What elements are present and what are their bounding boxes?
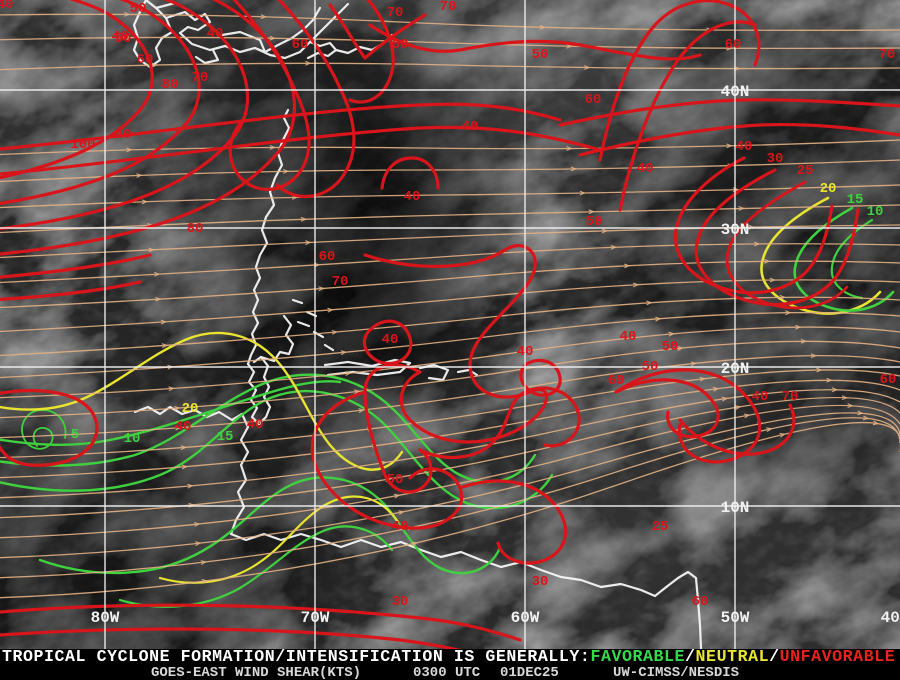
svg-text:10N: 10N bbox=[721, 499, 750, 517]
svg-text:GOES-EAST WIND SHEAR(KTS): GOES-EAST WIND SHEAR(KTS) bbox=[151, 665, 361, 680]
svg-text:40: 40 bbox=[382, 332, 399, 348]
svg-text:20: 20 bbox=[820, 181, 837, 197]
svg-text:30N: 30N bbox=[721, 221, 750, 239]
svg-text:60: 60 bbox=[319, 249, 336, 265]
svg-text:50: 50 bbox=[642, 359, 659, 375]
svg-text:TROPICAL CYCLONE FORMATION/INT: TROPICAL CYCLONE FORMATION/INTENSIFICATI… bbox=[2, 647, 895, 666]
svg-text:50: 50 bbox=[115, 31, 132, 47]
svg-text:50: 50 bbox=[586, 214, 603, 230]
svg-text:50: 50 bbox=[532, 47, 549, 63]
svg-text:15: 15 bbox=[217, 429, 234, 445]
svg-text:50: 50 bbox=[130, 1, 147, 17]
svg-text:50: 50 bbox=[662, 339, 679, 355]
svg-text:50: 50 bbox=[387, 472, 404, 488]
svg-text:60W: 60W bbox=[511, 609, 540, 627]
svg-text:60: 60 bbox=[585, 92, 602, 108]
svg-text:40: 40 bbox=[620, 329, 637, 345]
svg-text:40: 40 bbox=[115, 127, 132, 143]
svg-text:50W: 50W bbox=[721, 609, 750, 627]
svg-text:60: 60 bbox=[608, 373, 625, 389]
svg-text:40: 40 bbox=[462, 119, 479, 135]
svg-text:70: 70 bbox=[192, 70, 209, 86]
svg-text:40: 40 bbox=[392, 519, 409, 535]
svg-text:40N: 40N bbox=[721, 83, 750, 101]
svg-text:70: 70 bbox=[879, 47, 896, 63]
svg-text:30: 30 bbox=[767, 151, 784, 167]
svg-text:40: 40 bbox=[637, 161, 654, 177]
svg-text:60: 60 bbox=[880, 372, 897, 388]
svg-text:80W: 80W bbox=[91, 609, 120, 627]
svg-text:20: 20 bbox=[182, 401, 199, 417]
svg-text:30: 30 bbox=[392, 594, 409, 610]
svg-text:40: 40 bbox=[207, 26, 224, 42]
svg-text:40: 40 bbox=[517, 344, 534, 360]
svg-text:25: 25 bbox=[797, 163, 814, 179]
svg-text:60: 60 bbox=[725, 37, 742, 53]
svg-text:40: 40 bbox=[404, 189, 421, 205]
svg-text:60: 60 bbox=[692, 594, 709, 610]
svg-text:60: 60 bbox=[137, 52, 154, 68]
svg-text:40: 40 bbox=[752, 389, 769, 405]
svg-text:01DEC25: 01DEC25 bbox=[500, 665, 559, 680]
svg-text:70: 70 bbox=[440, 0, 457, 15]
svg-text:80: 80 bbox=[162, 77, 179, 93]
svg-text:70: 70 bbox=[782, 389, 799, 405]
svg-text:25: 25 bbox=[652, 519, 669, 535]
svg-text:70: 70 bbox=[387, 5, 404, 21]
svg-text:40: 40 bbox=[247, 417, 264, 433]
svg-text:UW-CIMSS/NESDIS: UW-CIMSS/NESDIS bbox=[613, 665, 739, 680]
svg-text:60: 60 bbox=[292, 37, 309, 53]
svg-text:100: 100 bbox=[70, 137, 95, 153]
svg-text:0300 UTC: 0300 UTC bbox=[413, 665, 481, 680]
svg-text:40W: 40W bbox=[881, 609, 900, 627]
svg-text:20N: 20N bbox=[721, 360, 750, 378]
svg-text:40: 40 bbox=[175, 419, 192, 435]
svg-text:70W: 70W bbox=[301, 609, 330, 627]
svg-text:80: 80 bbox=[187, 221, 204, 237]
svg-text:40: 40 bbox=[0, 0, 13, 13]
svg-text:70: 70 bbox=[332, 274, 349, 290]
svg-text:30: 30 bbox=[532, 574, 549, 590]
svg-text:10: 10 bbox=[124, 431, 141, 447]
svg-text:10: 10 bbox=[867, 204, 884, 220]
svg-text:60: 60 bbox=[392, 37, 409, 53]
svg-text:5: 5 bbox=[71, 427, 79, 443]
svg-text:40: 40 bbox=[736, 139, 753, 155]
svg-text:15: 15 bbox=[847, 192, 864, 208]
